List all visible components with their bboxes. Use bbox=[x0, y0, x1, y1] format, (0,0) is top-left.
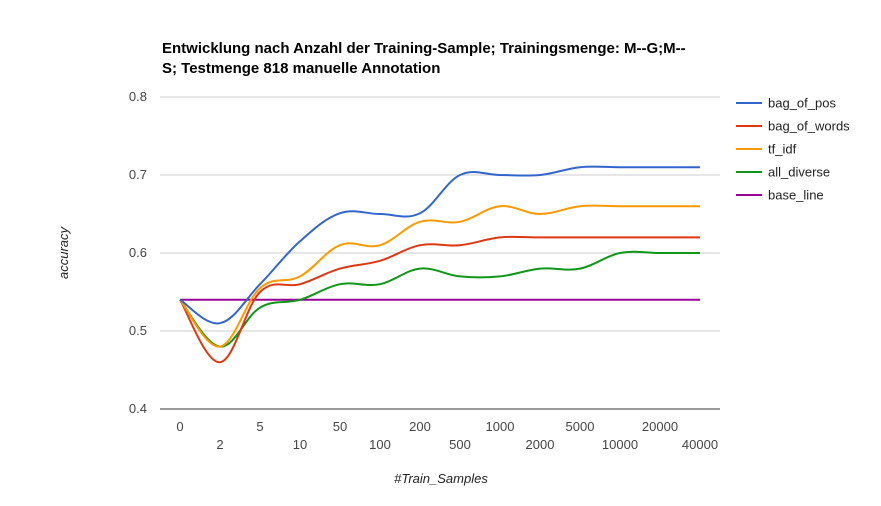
x-tick-label: 10 bbox=[293, 437, 307, 452]
x-tick-label: 500 bbox=[449, 437, 471, 452]
series-line-bag-of-words bbox=[179, 235, 700, 364]
y-axis-title: accuracy bbox=[56, 225, 71, 279]
y-tick-label: 0.7 bbox=[129, 167, 147, 182]
x-tick-label: 20000 bbox=[642, 419, 678, 434]
series-line-tf-idf bbox=[179, 204, 700, 348]
legend: bag_of_pos bag_of_words tf_idf all_diverseb… bbox=[736, 96, 850, 203]
x-tick-label: 2000 bbox=[526, 437, 555, 452]
x-tick-label: 50 bbox=[333, 419, 347, 434]
chart-title-line-1: Entwicklung nach Anzahl der Training-Sam… bbox=[162, 40, 686, 57]
y-tick-label: 0.5 bbox=[129, 323, 147, 338]
x-tick-label: 2 bbox=[216, 437, 223, 452]
chart-title-line-2: S; Testmenge 818 manuelle Annotation bbox=[162, 60, 440, 77]
legend-label: bag_of_pos bbox=[768, 96, 836, 111]
x-tick-label: 200 bbox=[409, 419, 431, 434]
series-lines bbox=[179, 165, 700, 364]
x-tick-label: 0 bbox=[176, 419, 183, 434]
y-tick-label: 0.8 bbox=[129, 89, 147, 104]
legend-label: base_line bbox=[768, 188, 824, 203]
x-tick-label: 100 bbox=[369, 437, 391, 452]
x-tick-label: 10000 bbox=[602, 437, 638, 452]
x-axis-title: #Train_Samples bbox=[394, 471, 488, 486]
y-tick-label: 0.6 bbox=[129, 245, 147, 260]
legend-label: bag_of_words bbox=[768, 119, 850, 134]
series-line-all-diverse bbox=[179, 250, 700, 348]
x-tick-label: 5000 bbox=[566, 419, 595, 434]
y-axis-ticks: 0.4 0.5 0.6 0.7 0.8 bbox=[129, 89, 147, 416]
gridlines bbox=[160, 96, 720, 410]
series-line-bag-of-pos bbox=[179, 165, 700, 325]
x-tick-label: 1000 bbox=[486, 419, 515, 434]
y-tick-label: 0.4 bbox=[129, 401, 147, 416]
x-tick-label: 5 bbox=[256, 419, 263, 434]
legend-label: all_diverse bbox=[768, 165, 830, 180]
legend-label: tf_idf bbox=[768, 142, 797, 157]
x-tick-label: 40000 bbox=[682, 437, 718, 452]
x-axis-ticks: 0 2 5 10 50 100 200 500 1000 2000 5000 10000 20000 40… bbox=[176, 419, 718, 452]
